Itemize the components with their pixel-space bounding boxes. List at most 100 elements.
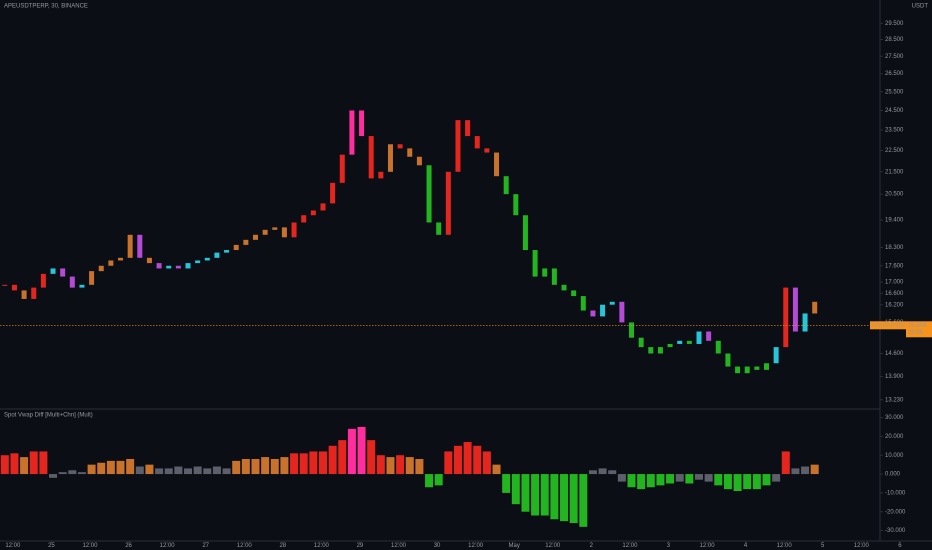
- histogram-bar: [318, 451, 327, 475]
- currency: USDT: [912, 4, 929, 10]
- candle: [580, 296, 586, 311]
- histogram-bar: [203, 468, 212, 475]
- x-tick-label: 5: [821, 543, 825, 549]
- histogram-bar: [126, 458, 135, 475]
- x-tick-label: 12:00: [545, 543, 561, 549]
- y-tick-label: 18.300: [885, 245, 904, 251]
- histogram-bar: [39, 451, 48, 475]
- x-tick-label: 26: [125, 543, 132, 549]
- candle: [21, 290, 27, 299]
- candle: [272, 227, 278, 230]
- y-tick-label: 20.500: [885, 192, 904, 198]
- histogram-bar: [685, 474, 694, 484]
- candle: [551, 268, 557, 285]
- y-tick-label: 29.500: [885, 21, 904, 27]
- candle: [127, 234, 133, 258]
- histogram-bar: [270, 458, 279, 475]
- histogram-bar: [627, 474, 636, 488]
- histogram-bar: [184, 468, 193, 475]
- candle: [542, 268, 548, 277]
- x-tick-label: 2: [590, 543, 594, 549]
- y-tick-label: 21.500: [885, 169, 904, 175]
- histogram-bar: [386, 457, 395, 475]
- histogram-bar: [772, 474, 781, 482]
- histogram-bar: [280, 457, 289, 475]
- candle: [330, 182, 336, 204]
- histogram-bar: [666, 474, 675, 484]
- candle: [407, 148, 413, 157]
- histogram-bar: [77, 472, 86, 475]
- candle: [465, 120, 471, 137]
- candle: [214, 252, 220, 258]
- histogram-bar: [367, 440, 376, 475]
- histogram-bar: [453, 445, 462, 475]
- histogram-bar: [68, 470, 77, 475]
- histogram-bar: [20, 457, 29, 475]
- histogram-bar: [801, 466, 810, 475]
- histogram-bar: [376, 455, 385, 475]
- histogram-bar: [155, 468, 164, 475]
- histogram-bar: [434, 474, 443, 486]
- candle: [773, 347, 779, 364]
- candle: [387, 144, 393, 172]
- candle: [763, 363, 769, 370]
- y-tick-label: -30.000: [885, 528, 906, 534]
- candle: [686, 340, 692, 344]
- histogram-bar: [0, 455, 9, 475]
- histogram-bar: [328, 445, 337, 475]
- x-tick-label: 3: [667, 543, 671, 549]
- candle: [262, 229, 268, 235]
- candle: [474, 136, 480, 149]
- histogram-bar: [309, 451, 318, 475]
- candle: [648, 347, 654, 354]
- candle: [735, 366, 741, 374]
- candle: [79, 284, 85, 288]
- candle: [561, 284, 567, 291]
- candle: [195, 260, 201, 264]
- y-tick-label: 26.500: [885, 71, 904, 77]
- candle: [484, 148, 490, 153]
- x-tick-label: May: [509, 543, 520, 549]
- histogram-bar: [482, 451, 491, 475]
- histogram-bar: [357, 426, 366, 475]
- candle: [715, 340, 721, 354]
- x-tick-label: 12:00: [700, 543, 716, 549]
- x-tick-label: 25: [48, 543, 55, 549]
- candle: [494, 152, 500, 177]
- candle: [783, 287, 789, 348]
- candle: [31, 287, 37, 299]
- histogram-bar: [135, 466, 144, 475]
- x-tick-label: 12:00: [82, 543, 98, 549]
- y-tick-label: 22.500: [885, 148, 904, 154]
- candle: [339, 154, 345, 183]
- histogram-bar: [193, 466, 202, 475]
- y-tick-label: 30.000: [885, 415, 904, 421]
- candle: [11, 284, 17, 291]
- histogram-bar: [299, 453, 308, 475]
- histogram-bar: [550, 474, 559, 520]
- y-tick-label: 13.230: [885, 397, 904, 403]
- candle: [619, 301, 625, 323]
- histogram-bar: [290, 453, 299, 475]
- histogram-bar: [405, 457, 414, 475]
- x-tick-label: 12:00: [854, 543, 870, 549]
- histogram-bar: [598, 468, 607, 475]
- y-tick-label: 24.500: [885, 108, 904, 114]
- candle: [118, 257, 124, 261]
- candle: [60, 268, 66, 277]
- candle: [503, 176, 509, 195]
- candle: [445, 171, 451, 235]
- histogram-bar: [675, 474, 684, 482]
- candle: [812, 301, 818, 314]
- candle: [156, 263, 162, 269]
- candle: [657, 347, 663, 354]
- candle: [667, 343, 673, 348]
- last-price-box: [906, 321, 932, 338]
- histogram-bar: [425, 474, 434, 488]
- y-tick-label: 10.000: [885, 453, 904, 459]
- candle: [69, 276, 75, 288]
- y-tick-label: 28.500: [885, 37, 904, 43]
- chart-title: APEUSDTPERP, 30, BINANCE: [4, 4, 88, 10]
- candle: [455, 120, 461, 172]
- histogram-bar: [695, 474, 703, 480]
